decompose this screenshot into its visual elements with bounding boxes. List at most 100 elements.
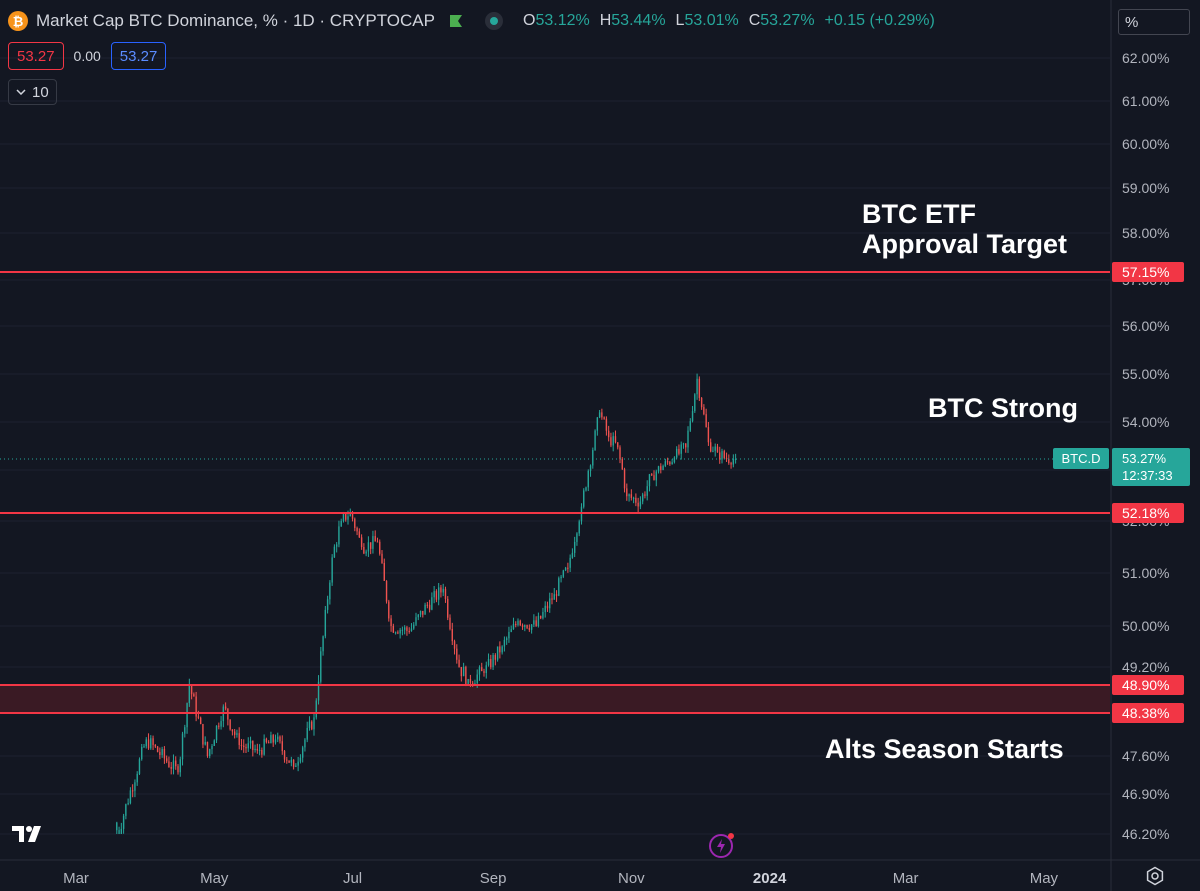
candle-body bbox=[539, 615, 542, 619]
x-tick-label: May bbox=[200, 870, 229, 887]
candle-body bbox=[481, 667, 483, 672]
y-tick-label: 51.00% bbox=[1122, 565, 1169, 581]
candle-body bbox=[322, 636, 324, 652]
candle-body bbox=[598, 412, 601, 418]
candle-body bbox=[628, 494, 630, 497]
candle-body bbox=[215, 725, 218, 741]
candle-body bbox=[369, 542, 372, 549]
candle-body bbox=[657, 466, 660, 472]
candle-body bbox=[632, 497, 635, 499]
candle-body bbox=[476, 674, 478, 684]
candle-body bbox=[728, 459, 730, 464]
candle-body bbox=[533, 620, 535, 625]
candle-body bbox=[666, 461, 669, 463]
candle-body bbox=[263, 738, 265, 755]
visibility-eye-icon[interactable] bbox=[485, 12, 503, 30]
candle-body bbox=[447, 598, 449, 618]
candle-body bbox=[134, 782, 136, 791]
candle-body bbox=[136, 773, 138, 783]
candle-body bbox=[696, 378, 698, 395]
candle-body bbox=[512, 624, 515, 630]
candle-body bbox=[159, 752, 161, 755]
candle-body bbox=[347, 516, 349, 520]
candle-body bbox=[526, 625, 528, 629]
candle-body bbox=[573, 541, 576, 553]
candle-body bbox=[451, 628, 453, 642]
candle-body bbox=[564, 567, 567, 571]
candle-body bbox=[530, 624, 533, 630]
candle-body bbox=[202, 724, 204, 745]
candle-body bbox=[614, 436, 617, 443]
annotation-etf-line2: Approval Target bbox=[862, 229, 1068, 259]
candle-body bbox=[172, 760, 175, 769]
candle-body bbox=[177, 766, 179, 773]
candle-body bbox=[562, 570, 565, 577]
annotation-etf-target: BTC ETF Approval Target bbox=[862, 199, 1067, 259]
candle-body bbox=[474, 683, 476, 685]
current-price-tag: BTC.D 53.27% 12:37:33 bbox=[1053, 448, 1190, 486]
indicator-value-red[interactable]: 53.27 bbox=[8, 42, 64, 70]
candle-body bbox=[734, 459, 737, 460]
candle-body bbox=[141, 746, 143, 760]
price-scale-unit-button[interactable]: % bbox=[1118, 9, 1190, 35]
candle-body bbox=[281, 741, 283, 752]
candle-body bbox=[555, 594, 558, 596]
candle-body bbox=[197, 716, 200, 718]
candle-body bbox=[238, 733, 240, 745]
candle-body bbox=[290, 759, 293, 763]
candle-body bbox=[193, 694, 195, 697]
candle-body bbox=[388, 601, 390, 619]
candle-body bbox=[549, 598, 551, 609]
candle-body bbox=[317, 681, 320, 701]
tradingview-logo-icon[interactable] bbox=[10, 822, 50, 844]
candle-body bbox=[274, 739, 277, 743]
candle-body bbox=[494, 655, 497, 660]
candle-body bbox=[129, 790, 132, 804]
level-tag-bg bbox=[1112, 675, 1184, 695]
settings-gear-icon[interactable] bbox=[1145, 866, 1165, 886]
candle-body bbox=[206, 741, 209, 756]
candle-body bbox=[165, 758, 168, 762]
lightning-icon[interactable] bbox=[708, 831, 736, 859]
candle-body bbox=[537, 615, 540, 626]
candle-body bbox=[188, 685, 191, 704]
indicator-values-row: 53.27 0.00 53.27 bbox=[8, 42, 167, 70]
candle-body bbox=[623, 469, 626, 489]
candle-body bbox=[567, 567, 569, 569]
candle-body bbox=[363, 547, 365, 554]
y-tick-label: 47.60% bbox=[1122, 748, 1169, 764]
candle-body bbox=[125, 804, 127, 816]
candle-body bbox=[508, 631, 510, 639]
candle-body bbox=[383, 562, 385, 581]
candle-body bbox=[333, 546, 336, 558]
candle-body bbox=[469, 679, 472, 683]
candle-body bbox=[315, 700, 317, 718]
indicator-value-blue[interactable]: 53.27 bbox=[110, 42, 167, 70]
x-tick-label: Nov bbox=[618, 870, 645, 887]
symbol-title[interactable]: Market Cap BTC Dominance, % · 1D · CRYPT… bbox=[36, 11, 435, 30]
y-tick-label: 50.00% bbox=[1122, 618, 1169, 634]
candle-body bbox=[204, 741, 206, 745]
candle-body bbox=[184, 727, 186, 734]
candle-body bbox=[231, 729, 234, 732]
candle-body bbox=[487, 659, 490, 666]
candle-body bbox=[587, 470, 589, 488]
flag-icon[interactable] bbox=[449, 14, 463, 28]
candle-body bbox=[678, 448, 680, 454]
candle-body bbox=[664, 461, 667, 466]
candle-body bbox=[243, 745, 245, 747]
candle-body bbox=[213, 740, 215, 746]
candle-body bbox=[639, 501, 642, 507]
candle-body bbox=[442, 588, 444, 593]
candle-body bbox=[571, 552, 574, 558]
indicators-collapse-button[interactable]: 10 bbox=[8, 79, 57, 105]
price-tag-bg bbox=[1112, 448, 1190, 486]
symbol-tag-bg bbox=[1053, 448, 1109, 469]
candle-body bbox=[723, 451, 725, 458]
candle-body bbox=[351, 511, 354, 519]
candle-body bbox=[394, 632, 397, 634]
candle-body bbox=[528, 628, 531, 630]
candle-body bbox=[292, 759, 295, 767]
candle-body bbox=[376, 541, 379, 543]
